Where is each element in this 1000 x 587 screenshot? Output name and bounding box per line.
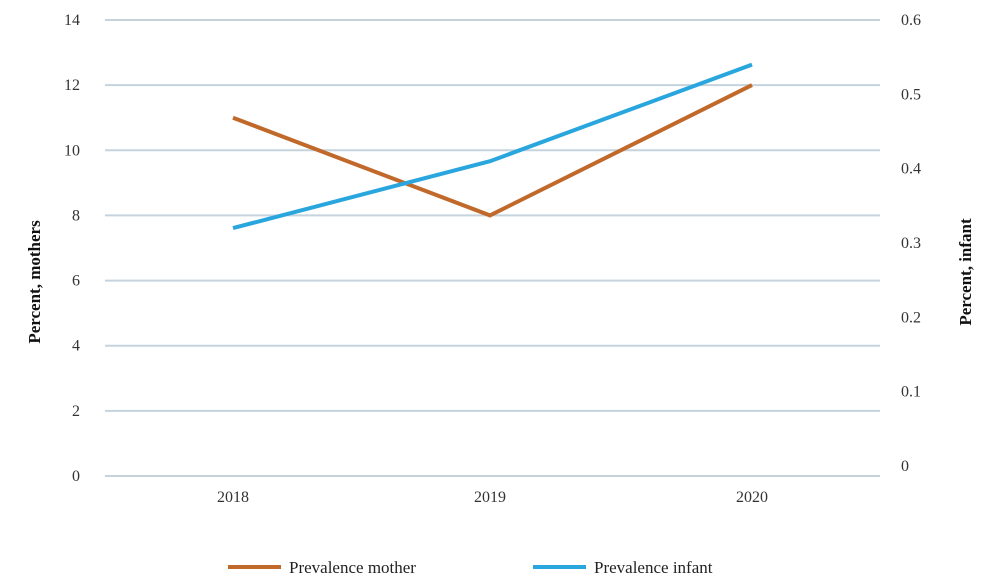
y-right-tick-label: 0.6 <box>901 12 921 29</box>
y-left-tick-label: 6 <box>72 273 80 290</box>
y-left-tick-label: 10 <box>64 142 80 159</box>
legend-label: Prevalence infant <box>594 558 713 577</box>
x-tick-label: 2018 <box>217 489 249 506</box>
y-right-tick-label: 0.4 <box>901 161 921 178</box>
x-tick-label: 2019 <box>474 489 506 506</box>
y-left-tick-label: 0 <box>72 468 80 485</box>
y-right-axis-title: Percent, infant <box>956 218 975 326</box>
y-right-tick-label: 0.3 <box>901 235 921 252</box>
y-left-tick-label: 8 <box>72 207 80 224</box>
y-right-tick-label: 0.5 <box>901 86 921 103</box>
x-tick-label: 2020 <box>736 489 768 506</box>
y-left-tick-label: 2 <box>72 403 80 420</box>
series-lines <box>232 62 753 231</box>
gridlines <box>105 19 880 477</box>
legend-label: Prevalence mother <box>289 558 416 577</box>
y-right-tick-label: 0 <box>901 458 909 475</box>
y-left-tick-label: 14 <box>64 12 80 29</box>
y-right-tick-label: 0.2 <box>901 309 921 326</box>
y-right-tick-label: 0.1 <box>901 384 921 401</box>
left-axis-ticks: 0 2 4 6 8 10 12 14 <box>64 12 80 485</box>
y-left-tick-label: 4 <box>72 338 80 355</box>
x-axis-ticks: 2018 2019 2020 <box>217 489 768 506</box>
y-left-tick-label: 12 <box>64 77 80 94</box>
legend: Prevalence mother Prevalence infant <box>228 558 713 577</box>
y-left-axis-title: Percent, mothers <box>25 220 44 344</box>
right-axis-ticks: 0 0.1 0.2 0.3 0.4 0.5 0.6 <box>901 12 921 475</box>
